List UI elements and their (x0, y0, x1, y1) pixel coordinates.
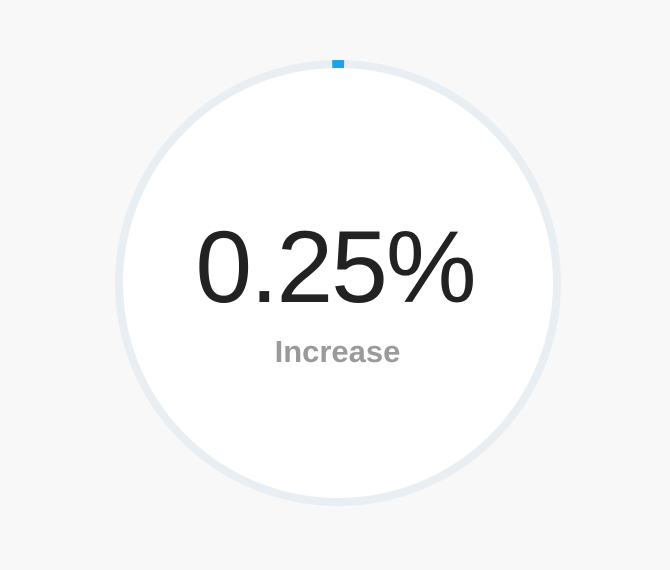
gauge-label: Increase (274, 334, 401, 369)
gauge-value: 0.25% (195, 210, 476, 324)
gauge-face (119, 64, 557, 502)
